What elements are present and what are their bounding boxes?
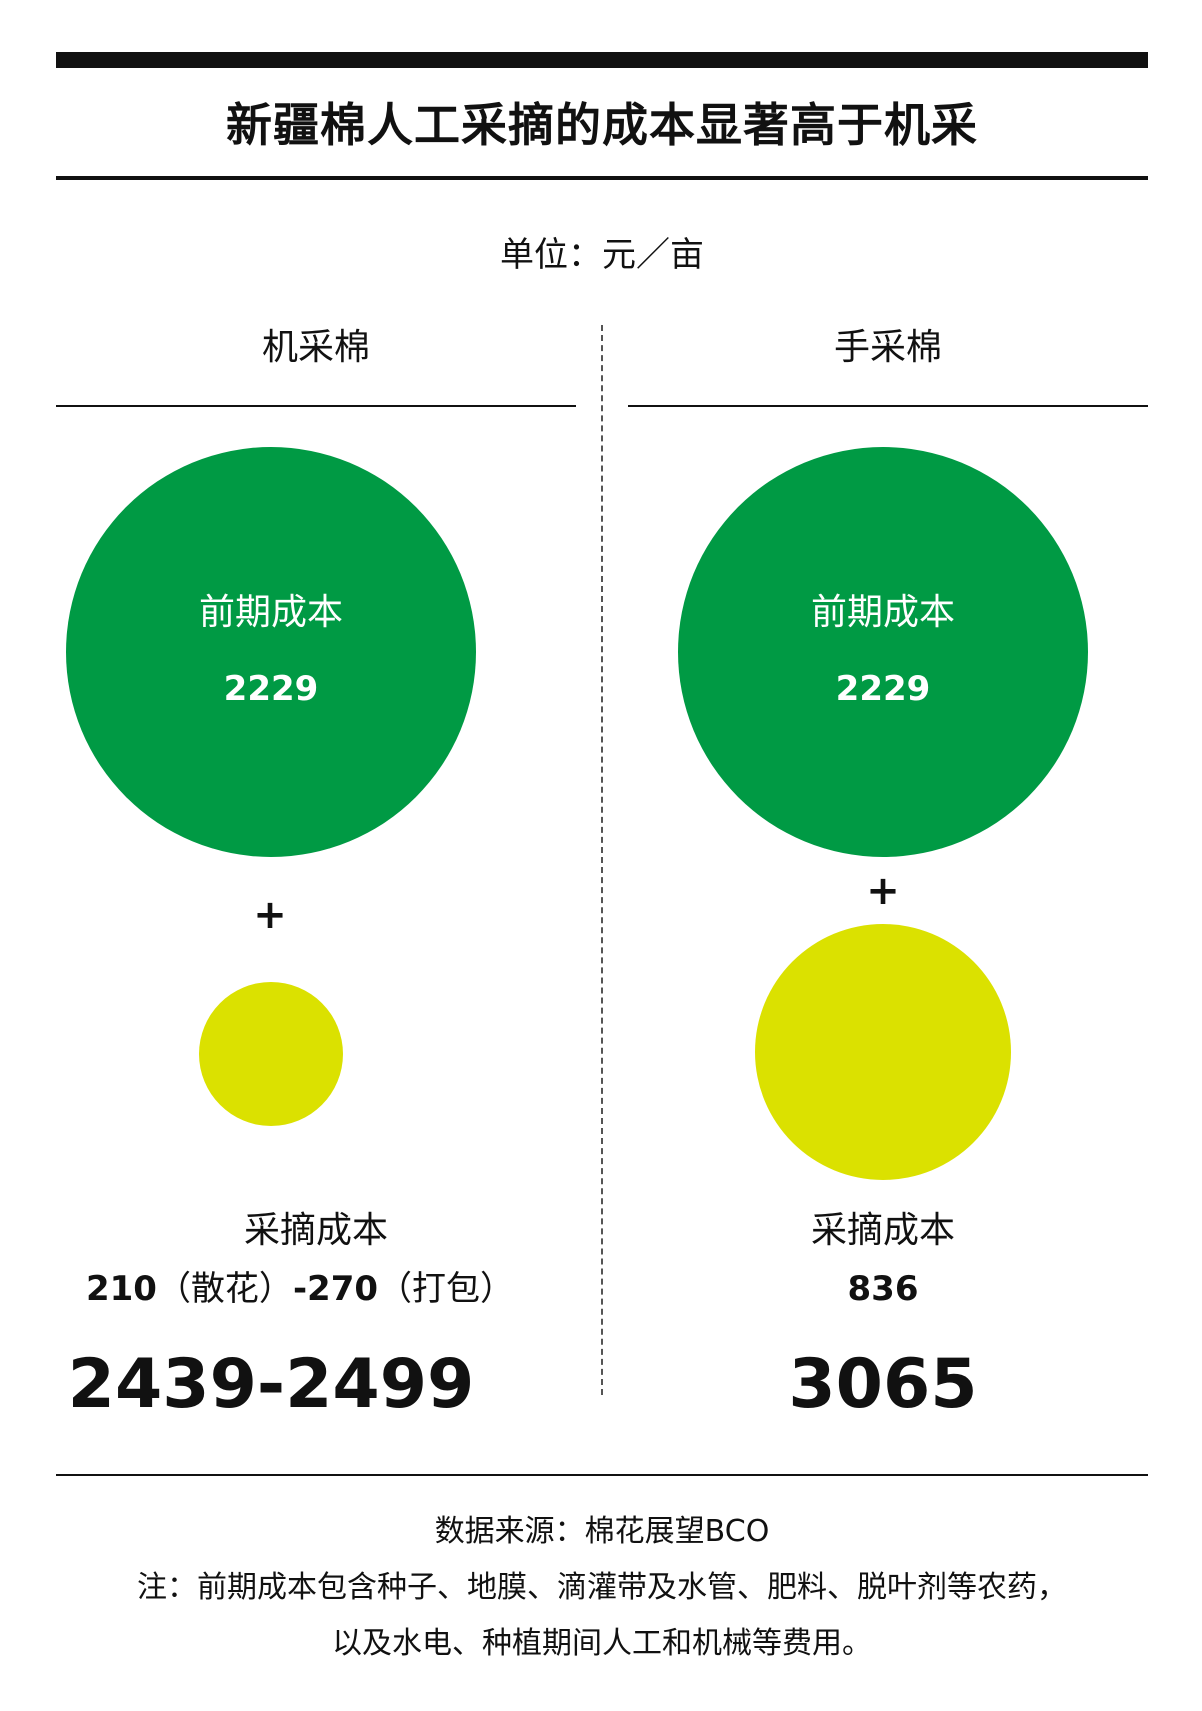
plus-sign-machine: + bbox=[253, 892, 287, 938]
pick-cost-label-machine: 采摘成本 bbox=[243, 1210, 388, 1251]
unit-label: 单位：元／亩 bbox=[500, 235, 704, 275]
column-header-hand: 手采棉 bbox=[833, 327, 942, 368]
data-source: 数据来源：棉花展望BCO bbox=[434, 1514, 770, 1549]
plus-sign-hand: + bbox=[866, 868, 900, 914]
chart-title: 新疆棉人工采摘的成本显著高于机采 bbox=[226, 98, 978, 152]
footnote-line-1: 注：前期成本包含种子、地膜、滴灌带及水管、肥料、脱叶剂等农药， bbox=[137, 1570, 1067, 1605]
pick-cost-baled-note: （打包） bbox=[378, 1269, 515, 1309]
pre-cost-label-machine: 前期成本 bbox=[198, 592, 343, 633]
pick-cost-label-hand: 采摘成本 bbox=[810, 1210, 955, 1251]
pre-cost-value-hand: 2229 bbox=[835, 669, 931, 709]
pick-cost-value-machine: 210（散花）-270（打包） bbox=[20, 1265, 580, 1313]
column-underline-machine bbox=[56, 405, 576, 407]
column-divider bbox=[601, 325, 603, 1395]
pre-cost-label-hand: 前期成本 bbox=[810, 592, 955, 633]
column-header-machine: 机采棉 bbox=[261, 327, 370, 368]
column-underline-hand bbox=[628, 405, 1148, 407]
pre-cost-bubble-hand bbox=[678, 447, 1088, 857]
pick-cost-bubble-machine bbox=[199, 982, 343, 1126]
total-cost-machine: 2439-2499 bbox=[67, 1345, 475, 1424]
title-underline bbox=[56, 176, 1148, 180]
footnote-line-2: 以及水电、种植期间人工和机械等费用。 bbox=[332, 1626, 872, 1661]
pick-cost-value-hand: 836 bbox=[847, 1269, 919, 1309]
pick-cost-loose-note: （散花） bbox=[156, 1269, 293, 1309]
top-thick-rule bbox=[56, 52, 1148, 68]
pre-cost-value-machine: 2229 bbox=[223, 669, 319, 709]
total-cost-hand: 3065 bbox=[788, 1345, 978, 1424]
bottom-rule bbox=[56, 1474, 1148, 1476]
pick-cost-loose: 210 bbox=[85, 1269, 157, 1309]
pick-cost-baled: -270 bbox=[292, 1269, 379, 1309]
pre-cost-bubble-machine bbox=[66, 447, 476, 857]
pick-cost-bubble-hand bbox=[755, 924, 1011, 1180]
